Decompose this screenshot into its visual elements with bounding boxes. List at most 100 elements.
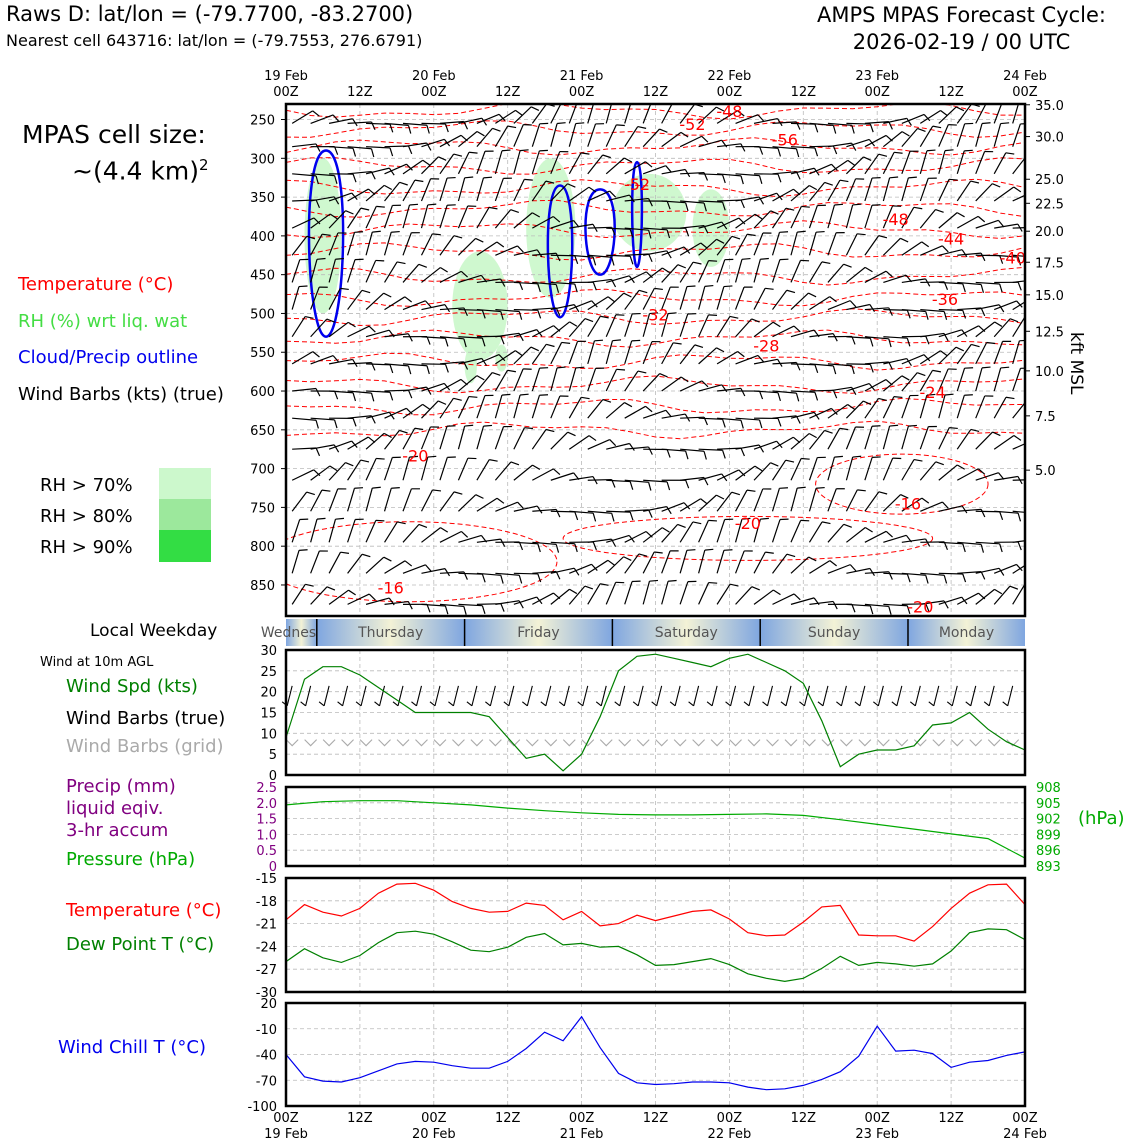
wind-barb-flag: [629, 481, 634, 490]
wind-barb-flag: [361, 553, 371, 558]
wind-barb: [661, 448, 689, 460]
wind-barb: [568, 340, 587, 365]
wind-barb-flag: [737, 351, 745, 358]
wind-barb: [402, 403, 431, 419]
surface-barb: [471, 685, 478, 706]
wind-barb-shaft: [476, 459, 490, 481]
wind-barb-shaft: [439, 378, 462, 392]
wind-barb: [384, 407, 413, 419]
wind-barb-flag: [407, 125, 412, 134]
wind-barb: [716, 469, 746, 481]
wind-barb-shaft: [808, 182, 826, 202]
wind-barb: [550, 183, 576, 202]
wind-barb-shaft: [458, 603, 483, 607]
wind-barb-shaft: [495, 350, 516, 365]
wind-barb: [328, 210, 354, 229]
wind-barb: [957, 307, 986, 317]
wind-barb-flag: [654, 551, 663, 554]
wind-barb-shaft: [827, 179, 841, 202]
wind-barb-shaft: [310, 114, 334, 124]
wind-barb: [845, 426, 865, 450]
wind-barb-shaft: [569, 254, 594, 258]
wind-barb-shaft: [421, 400, 439, 419]
wind-barb-shaft: [642, 373, 661, 392]
pressure-tick-label: 700: [250, 463, 275, 478]
wind-barb-shaft: [513, 281, 538, 285]
wind-barb: [568, 318, 594, 338]
wind-barb: [1012, 443, 1025, 450]
wind-barb-shaft: [310, 196, 335, 202]
wind-barb-flag: [555, 252, 561, 262]
wind-barb: [532, 252, 561, 262]
wind-barb-flag: [370, 392, 375, 402]
grid-barb: [488, 739, 502, 747]
wind-barb: [476, 424, 493, 450]
wind-barb-flag: [654, 287, 663, 291]
wind-barb-shaft: [680, 448, 705, 452]
wind-barb: [809, 333, 838, 342]
wind-barb: [661, 131, 689, 148]
wind-barb: [661, 376, 689, 392]
wind-barb-shaft: [328, 288, 341, 310]
wind-barb: [864, 530, 893, 543]
wind-barb-shaft: [513, 541, 538, 545]
wind-barb: [956, 149, 973, 174]
wind-barb-flag: [383, 556, 392, 562]
wind-barb-shaft: [402, 363, 427, 367]
wind-barb: [310, 465, 338, 481]
wind-barb-shaft: [587, 538, 612, 543]
wind-barb-shaft: [291, 550, 300, 574]
wind-barb-flag: [738, 469, 746, 477]
wind-barb-shaft: [513, 106, 532, 124]
wind-barb: [569, 254, 597, 266]
wind-barb-shaft: [661, 104, 673, 124]
grid-barb: [304, 739, 318, 747]
wind-barb: [550, 321, 578, 338]
wind-barb-shaft: [531, 123, 541, 147]
wind-barb: [993, 585, 1019, 605]
bottom-hour-label: 00Z: [273, 1111, 299, 1126]
wind-barb: [347, 325, 376, 338]
wind-barb-flag: [645, 405, 653, 413]
wind-barb-shaft: [291, 491, 308, 512]
wind-barb-flag: [808, 432, 817, 439]
wind-barb-flag: [468, 151, 478, 154]
wind-barb-shaft: [476, 207, 490, 229]
wind-barb-shaft: [310, 444, 335, 450]
wind-barb-shaft: [772, 146, 797, 150]
weekday-label: Local Weekday: [90, 621, 218, 641]
wind-barb: [402, 159, 431, 175]
wind-barb-shaft: [328, 440, 352, 450]
wind-barb-flag: [368, 593, 376, 601]
wind-barb-shaft: [642, 341, 653, 365]
wind-barb: [347, 146, 375, 158]
wind-barb-shaft: [292, 143, 317, 148]
wind-barb-shaft: [532, 307, 557, 311]
wind-barb-shaft: [328, 358, 353, 365]
wind-barb: [790, 556, 817, 574]
wind-barb: [291, 235, 316, 256]
wind-barb-flag: [536, 505, 543, 514]
wind-barb-shaft: [606, 254, 631, 257]
cloud-outline: [546, 184, 574, 319]
wind-barb-shaft: [421, 527, 441, 543]
wind-barb-flag: [426, 125, 430, 134]
wind-barb-flag: [758, 175, 763, 185]
wind-barb-shaft: [624, 370, 639, 392]
legend-wind: Wind Barbs (kts) (true): [18, 384, 224, 405]
wind-barb-shaft: [698, 106, 717, 124]
wind-barb-shaft: [753, 146, 779, 149]
wind-barb-flag: [555, 307, 561, 316]
wind-barb-flag: [1017, 512, 1022, 522]
wind-barb-shaft: [735, 489, 748, 512]
wind-barb-flag: [971, 343, 980, 348]
wind-barb-shaft: [901, 538, 926, 543]
wind-barb-shaft: [587, 190, 610, 202]
wind-barb-flag: [721, 221, 728, 230]
wind-barb-flag: [623, 556, 632, 562]
wind-barb-shaft: [569, 510, 594, 514]
wind-barb-shaft: [291, 259, 301, 283]
wind-barb: [957, 508, 986, 518]
wind-barb: [291, 315, 314, 338]
wind-barb: [291, 285, 308, 310]
